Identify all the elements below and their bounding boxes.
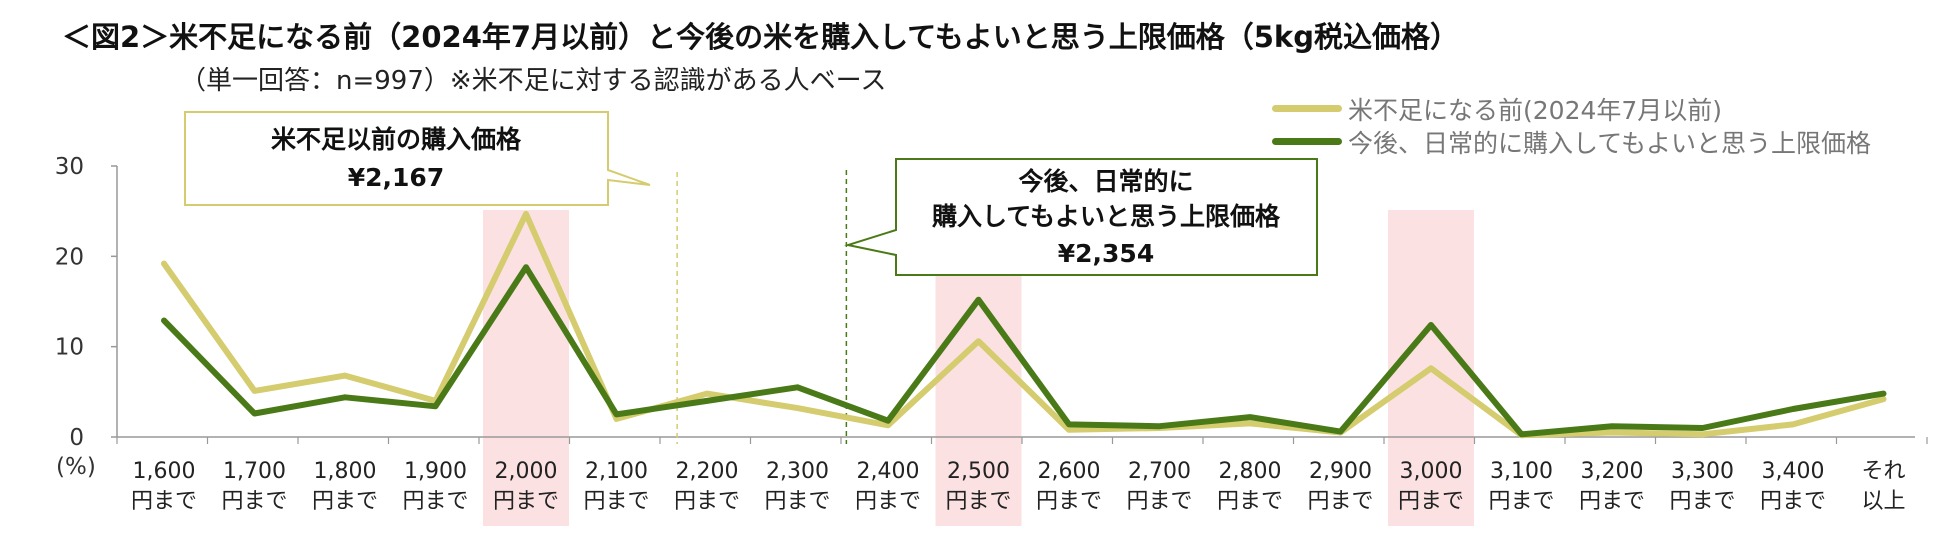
x-tick-label: 以上 [1861,489,1905,514]
y-tick-label: 0 [69,425,84,451]
legend-swatch-after [1272,138,1342,145]
callouts: 米不足以前の購入価格 ¥2,167 今後、日常的に購入してもよいと思う上限価格 ¥2,… [184,111,1318,276]
x-tick-label: 2,000 [495,459,558,484]
series-line-before [161,210,1887,439]
x-tick-label: 3,400 [1762,459,1825,484]
x-tick-label: 1,600 [133,459,196,484]
x-tick-label: 円まで [1760,489,1826,514]
x-tick-label: 円まで [131,489,197,514]
x-tick-label: 2,500 [947,459,1010,484]
x-tick-label: 2,300 [766,459,829,484]
x-tick-label: 2,200 [676,459,739,484]
x-tick-label: 円まで [1307,489,1373,514]
x-tick-label: 円まで [1398,489,1464,514]
x-tick-label: 円まで [1217,489,1283,514]
x-tick-label: 円まで [1488,489,1554,514]
reference-lines [676,170,848,444]
legend-label-before: 米不足になる前(2024年7月以前) [1348,95,1723,125]
x-tick-label: 円まで [674,489,740,514]
x-tick-label: 2,400 [857,459,920,484]
x-tick-label: 円まで [945,489,1011,514]
series-lines [161,210,1887,439]
axes: 0 10 20 30 (%) [55,154,1928,480]
y-tick-label: 20 [55,244,84,270]
legend-swatch-before [1272,105,1342,112]
x-tick-label: 1,800 [314,459,377,484]
x-tick-label: 円まで [493,489,559,514]
callout-after-value: ¥2,354 [1058,239,1154,268]
x-tick-label: 3,200 [1581,459,1644,484]
chart-title: ＜図2＞米不足になる前（2024年7月以前）と今後の米を購入してもよいと思う上限… [62,20,1459,54]
x-tick-label: 2,600 [1038,459,1101,484]
x-tick-label: 2,900 [1309,459,1372,484]
x-tick-label: 円まで [312,489,378,514]
y-tick-label: 30 [55,154,84,180]
x-tick-label: 3,300 [1671,459,1734,484]
legend-label-after: 今後、日常的に購入してもよいと思う上限価格 [1348,128,1872,158]
y-unit-label: (%) [56,454,96,480]
series-line-after [161,264,1887,438]
callout-before-value: ¥2,167 [348,163,444,192]
x-tick-label: それ [1861,459,1905,484]
highlight-band-2000 [483,210,569,526]
y-tick-label: 10 [55,335,84,361]
x-tick-label: 円まで [1126,489,1192,514]
x-tick-label: 円まで [221,489,287,514]
callout-after-label-1: 今後、日常的に [1018,167,1193,196]
x-tick-label: 円まで [855,489,921,514]
legend: 米不足になる前(2024年7月以前) 今後、日常的に購入してもよいと思う上限価格 [1272,92,1871,158]
x-tick-label: 2,800 [1219,459,1282,484]
x-tick-labels: 1,600 円まで 1,700 円まで 1,800 円まで 1,900 円まで 2,000 円まで… [131,459,1906,514]
x-tick-label: 円まで [1579,489,1645,514]
x-tick-label: 2,100 [585,459,648,484]
x-tick-label: 円まで [583,489,649,514]
legend-item-after: 今後、日常的に購入してもよいと思う上限価格 [1272,125,1871,158]
chart-subtitle: （単一回答：n=997）※米不足に対する認識がある人ベース [180,66,887,96]
x-tick-label: 円まで [1669,489,1735,514]
x-tick-label: 円まで [1036,489,1102,514]
x-tick-label: 円まで [402,489,468,514]
x-tick-label: 1,700 [223,459,286,484]
legend-item-before: 米不足になる前(2024年7月以前) [1272,92,1871,125]
callout-after-label-2: 購入してもよいと思う上限価格 [932,202,1281,231]
x-tick-label: 2,700 [1128,459,1191,484]
callout-box-before [184,111,651,206]
x-tick-label: 3,000 [1400,459,1463,484]
x-tick-label: 3,100 [1490,459,1553,484]
x-tick-label: 円まで [764,489,830,514]
callout-before-label: 米不足以前の購入価格 [271,125,522,154]
x-tick-label: 1,900 [404,459,467,484]
callout-box-after [844,158,1318,276]
